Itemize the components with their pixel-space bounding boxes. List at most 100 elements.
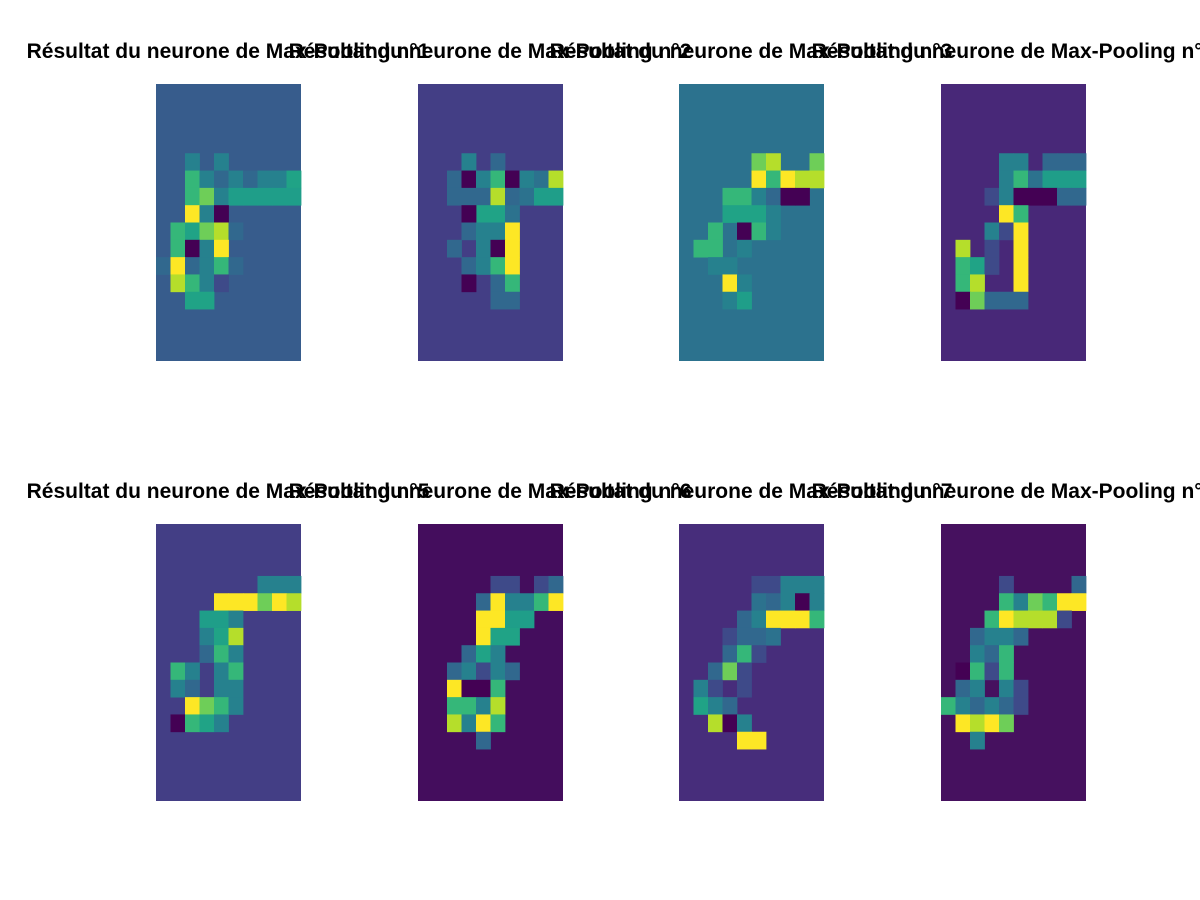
heatmap-cell [476, 627, 491, 646]
heatmap-cell [272, 593, 287, 611]
heatmap-cell [505, 170, 520, 189]
heatmap-cell [751, 187, 767, 206]
heatmap-cell [461, 170, 477, 189]
heatmap-cell [185, 679, 200, 698]
heatmap-cell [490, 291, 506, 310]
heatmap-cell [999, 291, 1014, 310]
heatmap-cell [228, 222, 244, 241]
heatmap-cell [447, 170, 462, 189]
heatmap-cell [737, 239, 752, 258]
heatmap-panel-3 [679, 84, 825, 361]
heatmap-cell [751, 222, 767, 241]
heatmap-cell [257, 593, 273, 611]
heatmap-cell [1042, 153, 1058, 171]
heatmap-cell [257, 170, 273, 189]
panel-title-4: Résultat du neurone de Max-Pooling n°4 [812, 40, 1200, 63]
heatmap-cell [447, 679, 462, 698]
heatmap-cell [955, 274, 971, 293]
heatmap-cell [214, 153, 229, 171]
heatmap-cell [185, 205, 200, 223]
heatmap-cell [970, 257, 985, 275]
heatmap-cell [780, 610, 796, 629]
heatmap-cell [461, 222, 477, 241]
heatmap-panel-8 [941, 524, 1087, 801]
heatmap-cell [1042, 610, 1058, 629]
heatmap-cell [490, 274, 506, 293]
heatmap-cell [984, 627, 1000, 646]
heatmap-cell [751, 205, 767, 223]
heatmap-cell [490, 222, 506, 241]
heatmap-cell [185, 170, 200, 189]
heatmap-cell [490, 679, 506, 698]
heatmap-cell [722, 645, 738, 663]
heatmap-cell [999, 610, 1014, 629]
heatmap-cell [999, 662, 1014, 681]
heatmap-cell [257, 187, 273, 206]
heatmap-cell [766, 205, 781, 223]
heatmap-cell [214, 645, 229, 663]
heatmap-cell [722, 187, 738, 206]
heatmap-cell [737, 662, 752, 681]
heatmap-cell [766, 627, 781, 646]
heatmap-cell [185, 239, 200, 258]
heatmap-cell [766, 170, 781, 189]
heatmap-cell [737, 291, 752, 310]
heatmap-cell [185, 257, 200, 275]
heatmap-cell [185, 714, 200, 733]
heatmap-cell [243, 593, 258, 611]
heatmap-cell [534, 170, 549, 189]
heatmap-cell [984, 714, 1000, 733]
heatmap-cell [476, 697, 491, 715]
heatmap-cell [476, 714, 491, 733]
heatmap-cell [1057, 593, 1072, 611]
heatmap-cell [476, 187, 491, 206]
heatmap-cell [156, 257, 171, 275]
heatmap-cell [1042, 593, 1058, 611]
heatmap-cell [548, 187, 564, 206]
heatmap-cell [170, 714, 186, 733]
heatmap-cell [170, 662, 186, 681]
heatmap-cell [1071, 187, 1087, 206]
heatmap-cell [737, 645, 752, 663]
heatmap-cell [185, 222, 200, 241]
panel-title-8: Résultat du neurone de Max-Pooling n°8 [812, 480, 1200, 503]
heatmap-cell [505, 593, 520, 611]
heatmap-cell [228, 627, 244, 646]
heatmap-cell [766, 222, 781, 241]
heatmap-cell [1013, 593, 1029, 611]
heatmap-cell [199, 170, 215, 189]
heatmap-cell [955, 257, 971, 275]
panel-title-6: Résultat du neurone de Max-Pooling n°6 [289, 480, 692, 503]
heatmap-cell [170, 222, 186, 241]
heatmap-cell [722, 274, 738, 293]
heatmap-cell [243, 170, 258, 189]
heatmap-cell [214, 593, 229, 611]
heatmap-cell [505, 291, 520, 310]
heatmap-cell [505, 274, 520, 293]
heatmap-cell [722, 205, 738, 223]
heatmap-cell [1013, 187, 1029, 206]
heatmap-cell [970, 627, 985, 646]
heatmap-cell [751, 645, 767, 663]
heatmap-cell [999, 187, 1014, 206]
heatmap-cell [548, 593, 564, 611]
heatmap-cell [476, 222, 491, 241]
heatmap-panel-4 [941, 84, 1087, 361]
heatmap-cell [505, 222, 520, 241]
heatmap-cell [490, 627, 506, 646]
heatmap-cell [955, 679, 971, 698]
heatmap-cell [199, 257, 215, 275]
heatmap-cell [1013, 239, 1029, 258]
heatmap-cell [708, 679, 723, 698]
heatmap-cell [228, 187, 244, 206]
heatmap-cell [199, 239, 215, 258]
heatmap-cell [999, 714, 1014, 733]
heatmap-cell [170, 257, 186, 275]
heatmap-cell [795, 187, 810, 206]
heatmap-cell [970, 662, 985, 681]
heatmap-cell [999, 697, 1014, 715]
heatmap-cell [795, 170, 810, 189]
heatmap-cell [228, 170, 244, 189]
heatmap-cell [737, 222, 752, 241]
